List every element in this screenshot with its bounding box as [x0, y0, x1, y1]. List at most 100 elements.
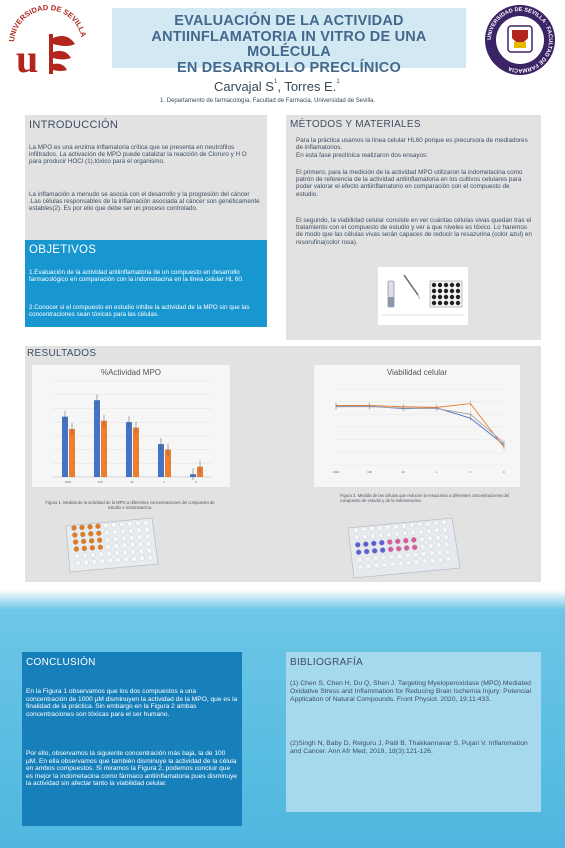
results-heading: RESULTADOS [27, 348, 97, 359]
plate-well [79, 524, 85, 531]
affiliation: 1. Departamento de farmacología, Faculta… [160, 98, 376, 104]
plate-well [411, 537, 417, 543]
conclusion-paragraph-1: En la Figura 1 observamos que los dos co… [26, 688, 238, 718]
plate-well [111, 522, 117, 528]
plate-well [90, 552, 96, 558]
assay-well [431, 300, 437, 306]
conclusion-panel: CONCLUSIÓN En la Figura 1 observamos que… [22, 652, 242, 826]
university-logo: UNIVERSIDAD DE SEVILLA u [6, 3, 90, 82]
plate-well [411, 544, 418, 551]
plate-well [112, 536, 119, 542]
series-line [336, 405, 505, 446]
plate-well [437, 557, 444, 563]
plate-well [388, 554, 395, 560]
poster-title-box: EVALUACIÓN DE LA ACTIVIDAD ANTIINFLAMATO… [112, 8, 466, 75]
series-line [336, 403, 505, 448]
plate-well [404, 552, 411, 559]
author-1: Carvajal S [214, 79, 274, 94]
plate-well [379, 547, 386, 553]
plate-well [99, 558, 105, 564]
conclusion-heading: CONCLUSIÓN [26, 657, 96, 668]
plate-well [377, 525, 383, 531]
plate-well [389, 561, 396, 567]
bar [62, 416, 68, 477]
assay-well [455, 282, 461, 288]
plate-well [356, 556, 363, 563]
plate-well [443, 534, 449, 540]
plate-well [120, 528, 126, 535]
plate-well [418, 529, 424, 535]
tick-label: 10 [402, 470, 406, 474]
plate-well [81, 545, 88, 552]
author-1-sup: 1 [273, 79, 278, 85]
tick-label: 0 [470, 470, 472, 474]
plate-well [106, 550, 112, 557]
plate-well [372, 555, 379, 561]
plate-well [139, 555, 145, 561]
plate-well [436, 549, 443, 556]
plate-well [394, 531, 400, 537]
plate-well [405, 560, 412, 566]
plate-well [95, 523, 101, 529]
bibliography-panel: BIBLIOGRAFÍA (1) Chen S, Chen H, Du Q, S… [286, 652, 541, 812]
plate-well [128, 528, 134, 534]
plate-well [136, 527, 142, 533]
figure-1-caption: Figura 1. Medida de la actividad de la M… [45, 500, 215, 510]
plate-well [82, 552, 88, 559]
faculty-seal-logo: UNIVERSIDAD DE SEVILLA · FACULTAD DE FAR… [484, 4, 556, 76]
plate-well [429, 557, 436, 564]
methods-heading: MÉTODOS Y MATERIALES [290, 119, 421, 130]
plate-well [373, 562, 380, 569]
assay-well [449, 294, 455, 300]
methods-paragraph-1b: En esta fase preclínica realizaron dos e… [296, 152, 428, 159]
plate-well [87, 524, 93, 530]
assay-well [437, 282, 443, 288]
plate-well [445, 556, 452, 563]
plate-well [96, 537, 103, 543]
plate-well [146, 547, 152, 554]
plate-well [147, 554, 153, 561]
assay-well [443, 282, 449, 288]
tick-label: 1000 [65, 480, 72, 484]
tick-label: 0 [195, 480, 197, 484]
plate-well [354, 534, 360, 541]
assay-well [431, 294, 437, 300]
tick-label: 1000 [333, 470, 340, 474]
plate-well [433, 520, 439, 526]
plate-well [144, 526, 150, 533]
plate-well [88, 531, 94, 537]
objective-2: 2.Conocer si el compuesto en estudio inh… [29, 304, 250, 319]
plate-well [427, 535, 433, 542]
plate-well [443, 541, 450, 548]
plate-well [120, 535, 127, 542]
assay-well [443, 300, 449, 306]
mpo-activity-chart: %Actividad MPO 1000 100 10 1 0 [32, 365, 230, 487]
title-line-1: EVALUACIÓN DE LA ACTIVIDAD [174, 13, 404, 29]
assay-well [437, 288, 443, 294]
tick-label: 1 [163, 480, 165, 484]
plate-well [122, 549, 128, 556]
plate-well [409, 522, 415, 528]
plate-well [145, 540, 152, 547]
cell-viability-chart: Viabilidad celular 1000 100 10 1 0 C [314, 365, 520, 487]
objectives-panel: OBJETIVOS 1.Evaluación de la actividad a… [25, 240, 267, 327]
plate-well [435, 535, 441, 541]
plate-well [371, 540, 377, 547]
plate-well [425, 520, 431, 527]
plate-well [105, 543, 112, 550]
plate-well [427, 543, 434, 549]
plate-well [426, 528, 432, 534]
plate-well [127, 521, 133, 527]
plate-well [381, 562, 388, 568]
plate-well [112, 529, 118, 535]
plate-well [138, 548, 144, 554]
plate-well [355, 542, 361, 548]
plate-well [121, 542, 128, 549]
plate-well [362, 533, 368, 540]
viability-chart-title: Viabilidad celular [386, 368, 448, 377]
plate-well [378, 532, 384, 539]
plate-well [395, 538, 401, 545]
reference-2: (2)Singh N, Baby D, Relguru J, Patil B, … [290, 740, 528, 755]
plate-well [413, 559, 420, 565]
plate-well [387, 539, 393, 545]
